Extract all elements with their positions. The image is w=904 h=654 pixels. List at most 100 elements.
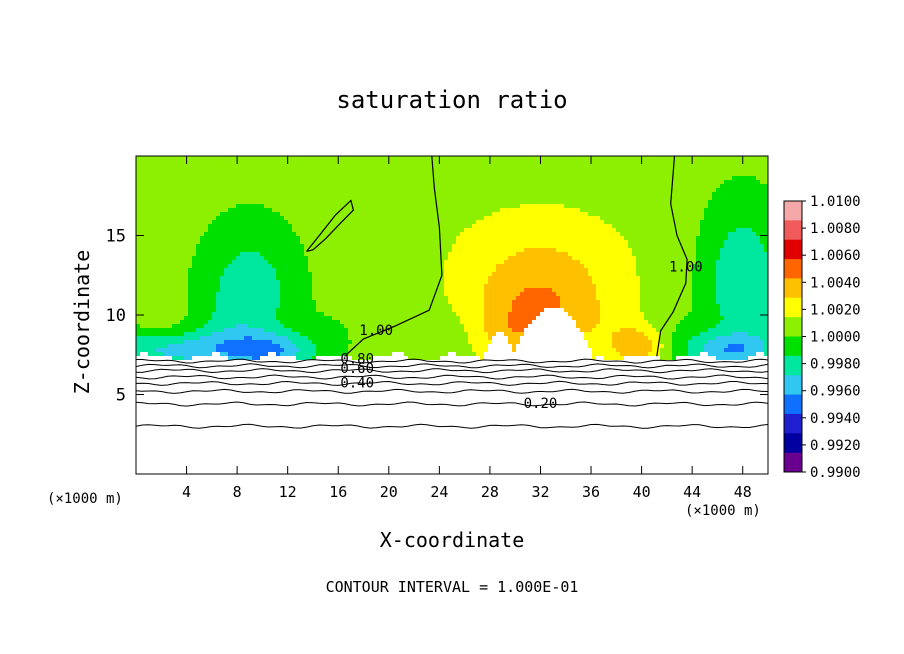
field-cell	[308, 348, 312, 352]
field-cell	[252, 316, 256, 320]
field-cell	[332, 216, 336, 220]
field-cell	[164, 288, 168, 292]
field-cell	[200, 196, 204, 200]
field-cell	[352, 156, 356, 160]
field-cell	[192, 336, 196, 340]
field-cell	[456, 332, 460, 336]
field-cell	[260, 200, 264, 204]
field-cell	[312, 204, 316, 208]
field-cell	[168, 268, 172, 272]
field-cell	[252, 204, 256, 208]
field-cell	[356, 320, 360, 324]
field-cell	[196, 176, 200, 180]
field-cell	[208, 220, 212, 224]
field-cell	[520, 228, 524, 232]
field-cell	[152, 260, 156, 264]
field-cell	[468, 328, 472, 332]
field-cell	[200, 264, 204, 268]
field-cell	[300, 236, 304, 240]
field-cell	[412, 312, 416, 316]
field-cell	[368, 344, 372, 348]
field-cell	[228, 236, 232, 240]
field-cell	[436, 244, 440, 248]
field-cell	[412, 280, 416, 284]
field-cell	[276, 212, 280, 216]
field-cell	[256, 180, 260, 184]
field-cell	[480, 200, 484, 204]
field-cell	[316, 308, 320, 312]
field-cell	[192, 188, 196, 192]
field-cell	[288, 268, 292, 272]
field-cell	[364, 236, 368, 240]
field-cell	[316, 336, 320, 340]
field-cell	[440, 312, 444, 316]
field-cell	[492, 268, 496, 272]
field-cell	[280, 232, 284, 236]
field-cell	[456, 328, 460, 332]
field-cell	[184, 192, 188, 196]
field-cell	[252, 272, 256, 276]
field-cell	[216, 192, 220, 196]
field-cell	[344, 232, 348, 236]
field-cell	[328, 172, 332, 176]
field-cell	[476, 164, 480, 168]
field-cell	[348, 176, 352, 180]
field-cell	[292, 160, 296, 164]
field-cell	[260, 160, 264, 164]
field-cell	[528, 308, 532, 312]
field-cell	[452, 244, 456, 248]
field-cell	[412, 328, 416, 332]
field-cell	[488, 252, 492, 256]
field-cell	[444, 284, 448, 288]
field-cell	[140, 336, 144, 340]
field-cell	[164, 260, 168, 264]
field-cell	[464, 296, 468, 300]
field-cell	[168, 256, 172, 260]
field-cell	[452, 180, 456, 184]
field-cell	[512, 212, 516, 216]
field-cell	[344, 284, 348, 288]
field-cell	[156, 276, 160, 280]
field-cell	[148, 320, 152, 324]
field-cell	[360, 292, 364, 296]
field-cell	[520, 172, 524, 176]
field-cell	[440, 300, 444, 304]
field-cell	[480, 284, 484, 288]
field-cell	[216, 200, 220, 204]
field-cell	[144, 176, 148, 180]
field-cell	[432, 336, 436, 340]
field-cell	[340, 260, 344, 264]
field-cell	[332, 232, 336, 236]
field-cell	[468, 160, 472, 164]
field-cell	[312, 244, 316, 248]
field-cell	[292, 228, 296, 232]
field-cell	[184, 300, 188, 304]
field-cell	[288, 240, 292, 244]
field-cell	[260, 204, 264, 208]
field-cell	[484, 188, 488, 192]
field-cell	[148, 252, 152, 256]
field-cell	[448, 212, 452, 216]
field-cell	[268, 216, 272, 220]
field-cell	[524, 180, 528, 184]
field-cell	[360, 324, 364, 328]
field-cell	[428, 252, 432, 256]
field-cell	[140, 264, 144, 268]
field-cell	[152, 344, 156, 348]
field-cell	[536, 228, 540, 232]
field-cell	[412, 308, 416, 312]
field-cell	[164, 324, 168, 328]
field-cell	[456, 204, 460, 208]
field-cell	[508, 332, 512, 336]
field-cell	[284, 220, 288, 224]
field-cell	[484, 224, 488, 228]
field-cell	[244, 324, 248, 328]
field-cell	[296, 172, 300, 176]
field-cell	[424, 264, 428, 268]
field-cell	[188, 300, 192, 304]
field-cell	[508, 204, 512, 208]
field-cell	[412, 316, 416, 320]
field-cell	[296, 240, 300, 244]
field-cell	[268, 308, 272, 312]
field-cell	[256, 168, 260, 172]
